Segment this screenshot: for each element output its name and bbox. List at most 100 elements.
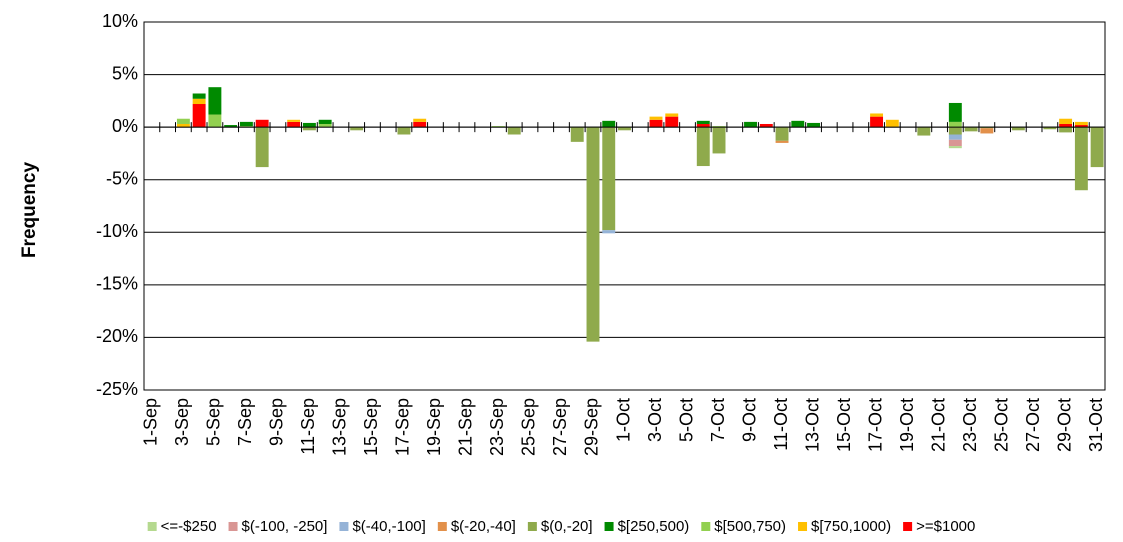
y-tick-label: -20% bbox=[96, 326, 138, 346]
legend-label: $[750,1000) bbox=[811, 518, 891, 535]
bar bbox=[176, 118, 190, 124]
bar bbox=[192, 93, 206, 99]
bar bbox=[712, 126, 726, 128]
bar bbox=[224, 125, 238, 128]
x-tick-label: 25-Sep bbox=[519, 398, 539, 456]
legend-swatch bbox=[228, 522, 238, 531]
bar bbox=[397, 127, 411, 135]
x-tick-label: 9-Oct bbox=[739, 398, 759, 442]
x-tick-label: 19-Oct bbox=[897, 398, 917, 452]
bar bbox=[318, 119, 332, 124]
bar bbox=[1074, 121, 1088, 126]
bar bbox=[744, 121, 757, 128]
bar bbox=[255, 127, 269, 168]
bar bbox=[948, 127, 962, 135]
bar bbox=[192, 98, 206, 105]
bar bbox=[980, 128, 994, 134]
bar bbox=[302, 122, 316, 128]
x-tick-label: 29-Oct bbox=[1054, 398, 1074, 452]
y-tick-label: -10% bbox=[96, 221, 138, 241]
legend-swatch bbox=[604, 522, 614, 531]
bar bbox=[948, 102, 962, 122]
bar bbox=[948, 146, 962, 149]
bar bbox=[618, 127, 631, 131]
x-tick-label: 13-Sep bbox=[330, 398, 350, 456]
x-tick-label: 23-Oct bbox=[960, 398, 980, 452]
x-tick-label: 21-Sep bbox=[456, 398, 476, 456]
bar bbox=[665, 113, 679, 117]
x-tick-label: 3-Sep bbox=[172, 398, 192, 446]
bar bbox=[948, 139, 962, 147]
legend-label: $(-40,-100] bbox=[352, 518, 425, 535]
x-tick-label: 29-Sep bbox=[582, 398, 602, 456]
bar bbox=[602, 230, 616, 234]
plot-border bbox=[143, 21, 1106, 391]
x-tick-label: 1-Sep bbox=[141, 398, 161, 446]
bar bbox=[696, 127, 710, 167]
bar bbox=[1090, 127, 1104, 168]
x-tick-label: 27-Sep bbox=[550, 398, 570, 456]
bar bbox=[807, 122, 821, 128]
y-axis-title: Frequency bbox=[19, 162, 40, 259]
bar bbox=[885, 119, 899, 128]
bar bbox=[287, 119, 301, 122]
bar bbox=[586, 127, 600, 342]
legend-label: $(-100, -250] bbox=[242, 518, 328, 535]
y-tick-label: 0% bbox=[112, 116, 138, 136]
bar bbox=[1011, 127, 1025, 131]
legend-swatch bbox=[798, 522, 808, 531]
bar bbox=[775, 127, 789, 141]
bar bbox=[1059, 123, 1073, 128]
legend: <=-$250 $(-100, -250] $(-40,-100] $(-20,-40… bbox=[147, 518, 975, 535]
bar bbox=[649, 119, 663, 128]
legend-swatch bbox=[437, 522, 447, 531]
bar bbox=[870, 116, 884, 128]
x-tick-label: 7-Oct bbox=[708, 398, 728, 442]
bar bbox=[1074, 127, 1088, 191]
x-tick-label: 15-Oct bbox=[834, 398, 854, 452]
bar bbox=[570, 127, 584, 142]
bar bbox=[696, 120, 710, 124]
bar bbox=[413, 121, 427, 128]
legend-swatch bbox=[339, 522, 349, 531]
x-tick-label: 13-Oct bbox=[802, 398, 822, 452]
bar bbox=[948, 121, 962, 128]
bar bbox=[302, 127, 316, 131]
bar bbox=[665, 116, 679, 128]
y-tick-label: 10% bbox=[102, 11, 138, 31]
bar bbox=[239, 126, 253, 128]
y-tick-label: -5% bbox=[106, 168, 138, 188]
x-tick-label: 19-Sep bbox=[424, 398, 444, 456]
bar bbox=[208, 87, 222, 115]
bar bbox=[791, 120, 805, 128]
bar bbox=[602, 120, 616, 128]
x-tick-label: 11-Oct bbox=[771, 398, 791, 451]
bar bbox=[255, 119, 269, 128]
legend-swatch bbox=[527, 522, 537, 531]
bar bbox=[980, 127, 994, 129]
bar bbox=[696, 123, 710, 128]
x-tick-label: 25-Oct bbox=[991, 398, 1011, 452]
bar bbox=[208, 114, 222, 128]
x-tick-label: 5-Sep bbox=[204, 398, 224, 446]
bar bbox=[192, 104, 206, 128]
bar bbox=[759, 123, 773, 128]
x-tick-label: 17-Oct bbox=[865, 398, 885, 452]
y-tick-label: -15% bbox=[96, 274, 138, 294]
x-tick-label: 1-Oct bbox=[613, 398, 633, 442]
bar bbox=[1074, 125, 1088, 128]
bar bbox=[712, 127, 726, 154]
legend-label: $[250,500) bbox=[618, 518, 690, 535]
bar bbox=[318, 123, 332, 128]
x-tick-label: 23-Sep bbox=[487, 398, 507, 456]
x-tick-label: 17-Sep bbox=[393, 398, 413, 456]
bar bbox=[492, 126, 505, 128]
bar bbox=[1043, 127, 1057, 130]
bar bbox=[649, 116, 663, 120]
bar bbox=[507, 127, 521, 135]
x-tick-label: 27-Oct bbox=[1023, 398, 1043, 452]
x-tick-label: 21-Oct bbox=[928, 398, 948, 452]
bar bbox=[350, 127, 364, 131]
bar bbox=[413, 118, 427, 122]
